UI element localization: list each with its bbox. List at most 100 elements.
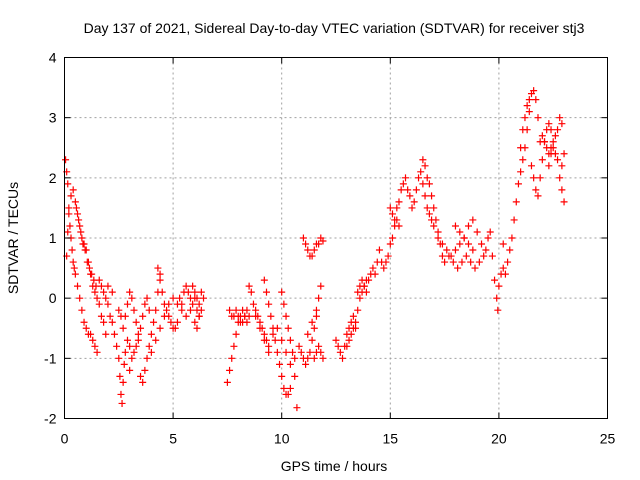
- data-point-plus: [519, 126, 527, 134]
- data-point-plus: [415, 174, 423, 182]
- data-point-plus: [480, 252, 488, 260]
- data-point-plus: [530, 174, 538, 182]
- data-point-plus: [160, 312, 168, 320]
- data-point-plus: [260, 276, 268, 284]
- data-point-plus: [560, 150, 568, 158]
- data-point-plus: [384, 252, 392, 260]
- data-point-plus: [280, 384, 288, 392]
- data-point-plus: [504, 258, 512, 266]
- data-point-plus: [243, 306, 251, 314]
- data-point-plus: [458, 258, 466, 266]
- data-point-plus: [104, 282, 112, 290]
- data-point-plus: [130, 348, 138, 356]
- data-point-plus: [308, 252, 316, 260]
- data-point-plus: [554, 156, 562, 164]
- data-point-plus: [538, 156, 546, 164]
- data-point-plus: [295, 342, 303, 350]
- data-point-plus: [506, 246, 514, 254]
- data-point-plus: [128, 354, 136, 362]
- data-point-plus: [556, 114, 564, 122]
- data-point-plus: [169, 294, 177, 302]
- data-point-plus: [451, 246, 459, 254]
- data-point-plus: [269, 330, 277, 338]
- data-point-plus: [534, 192, 542, 200]
- data-point-plus: [417, 168, 425, 176]
- data-point-plus: [308, 336, 316, 344]
- y-tick-label: -2: [44, 411, 57, 427]
- data-point-plus: [419, 180, 427, 188]
- data-point-plus: [70, 264, 78, 272]
- data-point-plus: [143, 354, 151, 362]
- data-point-plus: [228, 354, 236, 362]
- data-point-plus: [551, 150, 559, 158]
- data-point-plus: [163, 306, 171, 314]
- data-point-plus: [319, 354, 327, 362]
- data-point-plus: [430, 204, 438, 212]
- data-point-plus: [80, 318, 88, 326]
- data-point-plus: [469, 246, 477, 254]
- data-point-plus: [72, 204, 80, 212]
- data-point-plus: [123, 336, 131, 344]
- data-point-plus: [354, 306, 362, 314]
- data-point-plus: [451, 222, 459, 230]
- data-point-plus: [247, 288, 255, 296]
- data-point-plus: [438, 240, 446, 248]
- data-point-plus: [184, 288, 192, 296]
- data-point-plus: [189, 300, 197, 308]
- data-point-plus: [456, 240, 464, 248]
- data-point-plus: [501, 270, 509, 278]
- data-point-plus: [488, 252, 496, 260]
- data-point-plus: [69, 186, 77, 194]
- data-point-plus: [549, 144, 557, 152]
- data-point-plus: [491, 276, 499, 284]
- y-tick-label: -1: [44, 350, 57, 366]
- data-point-plus: [558, 162, 566, 170]
- data-point-plus: [369, 264, 377, 272]
- data-point-plus: [343, 342, 351, 350]
- y-tick-label: 4: [49, 50, 57, 66]
- data-point-plus: [150, 318, 158, 326]
- data-point-plus: [464, 240, 472, 248]
- data-point-plus: [193, 294, 201, 302]
- data-point-plus: [156, 276, 164, 284]
- y-tick-label: 2: [49, 170, 57, 186]
- data-point-plus: [110, 330, 118, 338]
- data-point-plus: [262, 288, 270, 296]
- data-point-plus: [100, 288, 108, 296]
- data-point-plus: [252, 306, 260, 314]
- data-point-plus: [375, 246, 383, 254]
- data-point-plus: [395, 222, 403, 230]
- data-point-plus: [74, 210, 82, 218]
- data-point-plus: [269, 324, 277, 332]
- data-point-plus: [456, 228, 464, 236]
- data-point-plus: [312, 306, 320, 314]
- data-point-plus: [256, 324, 264, 332]
- data-point-plus: [339, 354, 347, 362]
- data-point-plus: [265, 300, 273, 308]
- data-point-plus: [265, 348, 273, 356]
- data-point-plus: [551, 132, 559, 140]
- data-point-plus: [289, 348, 297, 356]
- data-point-plus: [278, 288, 286, 296]
- data-point-plus: [319, 237, 327, 245]
- data-point-plus: [538, 132, 546, 140]
- data-point-plus: [69, 258, 77, 266]
- data-point-plus: [317, 348, 325, 356]
- data-point-plus: [332, 336, 340, 344]
- data-point-plus: [121, 348, 129, 356]
- data-point-plus: [558, 120, 566, 128]
- data-point-plus: [449, 258, 457, 266]
- data-point-plus: [115, 354, 123, 362]
- data-point-plus: [191, 318, 199, 326]
- data-point-plus: [525, 108, 533, 116]
- data-point-plus: [66, 222, 74, 230]
- data-point-plus: [139, 378, 147, 386]
- data-point-plus: [388, 210, 396, 218]
- data-point-plus: [284, 390, 292, 398]
- data-point-plus: [118, 399, 126, 407]
- data-point-plus: [560, 198, 568, 206]
- data-point-plus: [423, 174, 431, 182]
- data-point-plus: [402, 174, 410, 182]
- data-point-plus: [523, 102, 531, 110]
- data-point-plus: [349, 312, 357, 320]
